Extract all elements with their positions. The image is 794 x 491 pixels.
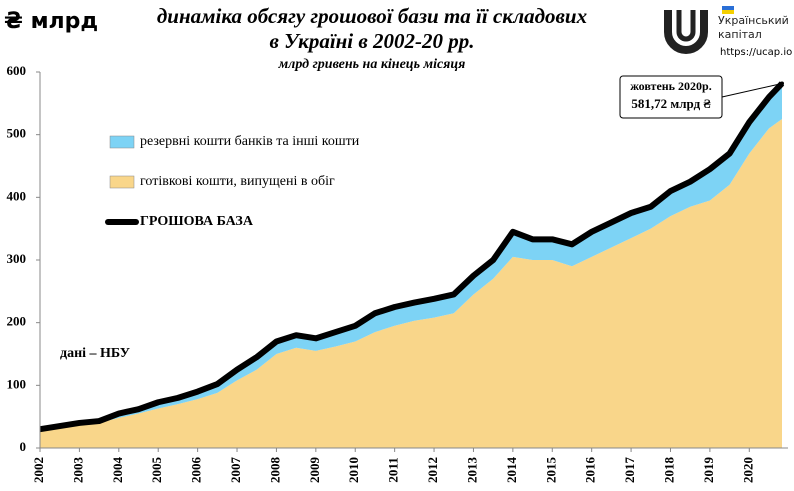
annotation-box <box>619 75 723 119</box>
plot: 0 100 200 300 400 500 600 2002 2003 2004 2005 2006 2… <box>7 63 788 484</box>
x-tick-label: 2019 <box>701 457 716 484</box>
x-tick-label: 2006 <box>189 457 204 484</box>
legend-label: ГРОШОВА БАЗА <box>140 214 254 229</box>
x-tick-label: 2003 <box>70 457 85 484</box>
x-tick-label: 2005 <box>149 457 164 484</box>
chart-subtitle: млрд гривень на кінець місяця <box>278 57 466 72</box>
annotation-label: 581,72 млрд ₴ <box>631 96 711 111</box>
x-tick-label: 2002 <box>31 457 46 483</box>
logo-mark <box>676 10 696 42</box>
annotation-leader <box>721 82 783 98</box>
x-tick-label: 2011 <box>386 457 401 482</box>
x-tick-label: 2004 <box>110 457 125 484</box>
x-tick-label: 2020 <box>740 457 755 483</box>
x-tick-label: 2014 <box>504 457 519 484</box>
x-tick-label: 2015 <box>543 457 558 484</box>
x-tick-label: 2007 <box>228 457 243 484</box>
legend-swatch <box>109 175 135 189</box>
logo-mark <box>664 10 708 54</box>
line <box>39 81 785 433</box>
legend-label: готівкові кошти, випущені в обіг <box>140 174 335 189</box>
y-tick-label: 0 <box>20 439 27 454</box>
y-tick-label: 600 <box>7 63 27 78</box>
logo-text-box: Український капітал <box>718 14 788 41</box>
x-tick-label: 2012 <box>425 457 440 483</box>
x-tick-label: 2016 <box>583 457 598 484</box>
x-tick-label: 2010 <box>346 457 361 483</box>
annotation-point <box>780 81 784 86</box>
logo-text: Український капітал <box>718 14 788 41</box>
x-tick-label: 2018 <box>661 457 676 484</box>
chart-title-2: в Україні в 2002-20 рр. <box>269 29 474 53</box>
flag <box>722 6 734 10</box>
logo: Український капітал https://ucap.io <box>664 6 792 58</box>
x-tick-label: 2017 <box>622 457 637 484</box>
y-tick-label: 400 <box>7 188 27 203</box>
x-tick-label: 2009 <box>307 457 322 484</box>
y-unit: ₴ млрд <box>4 9 98 34</box>
flag <box>722 10 734 14</box>
logo-url: https://ucap.io <box>720 47 792 58</box>
legend-swatch <box>109 135 135 149</box>
chart-title: динаміка обсягу грошової бази та її скла… <box>157 4 587 28</box>
y-tick-label: 500 <box>7 126 27 141</box>
legend-label: резервні кошти банків та інші кошти <box>140 134 360 149</box>
annotation-date: жовтень 2020р. <box>630 79 711 93</box>
x-tick-label: 2008 <box>267 457 282 484</box>
y-tick-label: 200 <box>7 314 27 329</box>
y-tick-label: 300 <box>7 251 27 266</box>
y-tick-label: 100 <box>7 376 27 391</box>
source: дані – НБУ <box>60 346 130 361</box>
x-tick-label: 2013 <box>464 457 479 484</box>
area <box>40 119 782 448</box>
